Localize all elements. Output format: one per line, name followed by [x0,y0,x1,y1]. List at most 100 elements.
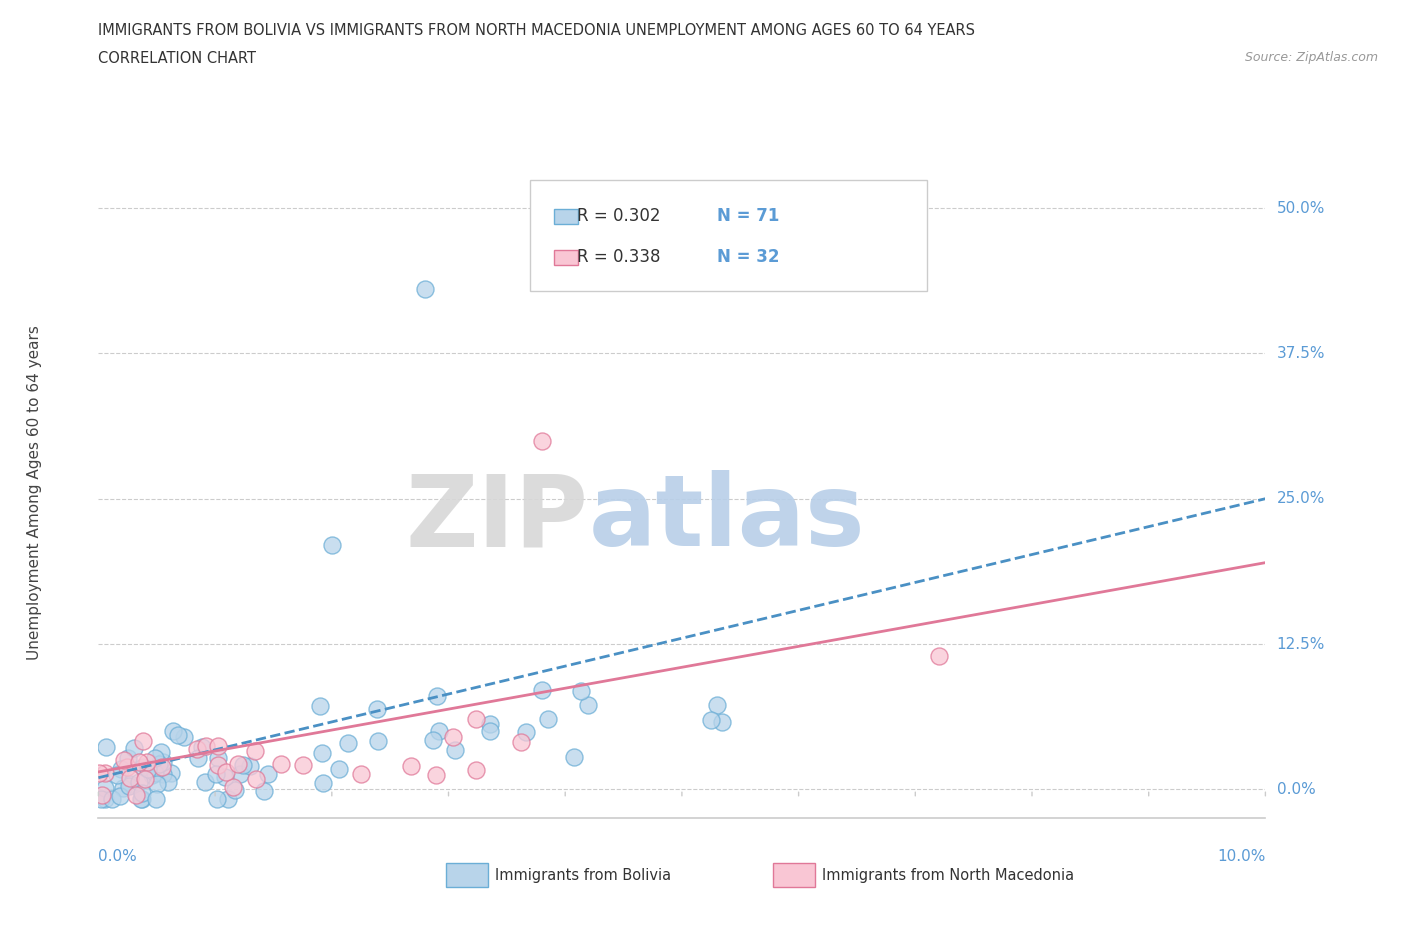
Point [515,724,537,739]
Point [89,765,111,780]
Point [270,757,292,772]
Point [193,775,215,790]
Point [117,751,139,765]
Text: R = 0.338: R = 0.338 [576,248,661,266]
Point [94,780,117,795]
Point [312,776,335,790]
Text: 0.0%: 0.0% [1277,782,1315,797]
Point [146,777,169,791]
Text: 0.0%: 0.0% [98,849,138,864]
Point [187,751,209,765]
FancyBboxPatch shape [554,249,578,265]
Text: 10.0%: 10.0% [1218,849,1265,864]
Point [143,751,166,765]
Point [132,759,155,774]
Point [117,778,139,793]
FancyBboxPatch shape [530,180,927,291]
Point [112,752,135,767]
Point [136,755,159,770]
Point [214,769,236,784]
Point [427,724,450,738]
Point [131,791,153,806]
Point [94,765,117,780]
Point [90,791,112,806]
Point [124,788,146,803]
Point [443,743,465,758]
Point [166,728,188,743]
Point [145,791,167,806]
Point [710,714,733,729]
Text: R = 0.302: R = 0.302 [576,207,661,225]
Point [239,759,262,774]
Point [159,766,181,781]
Text: atlas: atlas [589,471,865,567]
Point [152,754,174,769]
Point [478,716,501,731]
Point [367,734,389,749]
Point [569,684,592,698]
Point [128,755,150,770]
Point [215,764,238,779]
Point [129,791,152,806]
Text: Unemployment Among Ages 60 to 64 years: Unemployment Among Ages 60 to 64 years [27,326,42,660]
Point [190,739,212,754]
Point [337,736,360,751]
Point [110,762,132,777]
Point [422,732,444,747]
Point [413,282,436,297]
Point [321,538,343,552]
Point [186,742,208,757]
Point [105,768,128,783]
Point [94,791,117,806]
Point [291,758,314,773]
Point [399,759,422,774]
Point [425,768,447,783]
Point [195,738,218,753]
Point [128,774,150,789]
Text: 12.5%: 12.5% [1277,636,1324,652]
Text: 50.0%: 50.0% [1277,201,1324,216]
Text: Source: ZipAtlas.com: Source: ZipAtlas.com [1244,51,1378,64]
FancyBboxPatch shape [554,208,578,224]
Point [120,777,142,791]
Text: 25.0%: 25.0% [1277,491,1324,506]
Point [706,698,728,712]
Point [562,750,585,764]
Point [576,698,599,712]
Point [245,771,267,786]
Text: IMMIGRANTS FROM BOLIVIA VS IMMIGRANTS FROM NORTH MACEDONIA UNEMPLOYMENT AMONG AG: IMMIGRANTS FROM BOLIVIA VS IMMIGRANTS FR… [98,23,976,38]
Point [152,767,174,782]
Point [217,791,239,806]
Point [510,735,533,750]
Point [252,783,274,798]
Point [308,698,330,713]
Point [148,756,170,771]
Point [207,757,229,772]
Point [232,758,254,773]
Point [207,751,229,765]
Point [311,746,333,761]
Text: N = 32: N = 32 [717,248,780,266]
Point [530,433,553,448]
Point [229,766,252,781]
Point [122,740,145,755]
Text: Immigrants from North Macedonia: Immigrants from North Macedonia [823,868,1074,883]
Point [141,768,163,783]
Point [465,763,488,777]
Point [118,770,141,785]
Point [226,757,249,772]
Point [328,762,350,777]
Text: ZIP: ZIP [406,471,589,567]
Point [150,745,173,760]
Point [94,739,117,754]
Point [111,781,134,796]
Point [173,730,195,745]
FancyBboxPatch shape [773,863,815,887]
Point [115,760,138,775]
Text: Immigrants from Bolivia: Immigrants from Bolivia [495,868,671,883]
Point [530,683,553,698]
Point [350,766,373,781]
Point [132,734,155,749]
Point [205,766,228,781]
Point [205,791,228,806]
